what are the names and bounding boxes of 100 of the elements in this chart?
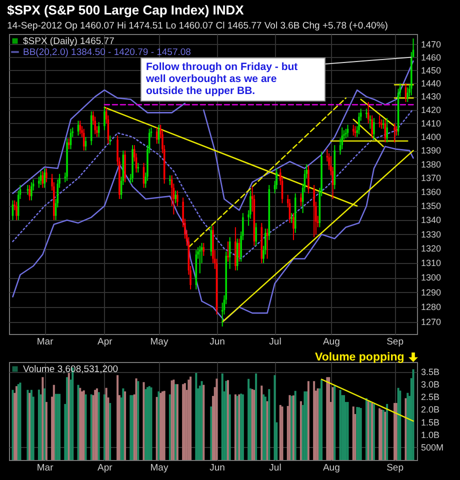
- candlestick: [276, 168, 278, 190]
- candlestick: [82, 128, 85, 152]
- bar: [394, 402, 396, 460]
- bar: [255, 374, 258, 460]
- y-tick-label: 500M: [421, 442, 444, 452]
- y-tick-label: 1400: [421, 132, 442, 142]
- candlestick: [79, 120, 82, 135]
- chart-title: $SPX (S&P 500 Large Cap Index) INDX: [7, 2, 244, 18]
- bar: [190, 376, 192, 460]
- bar: [248, 378, 250, 460]
- bar: [320, 380, 323, 460]
- x-tick-label: Mar: [36, 462, 54, 474]
- bar: [38, 390, 40, 460]
- line-series: [12, 108, 414, 260]
- y-tick-label: 1470: [421, 39, 442, 50]
- y-tick-label: 1280: [421, 302, 442, 312]
- y-tick-label: 1330: [421, 229, 442, 240]
- bar: [360, 408, 362, 460]
- legend-label: $SPX (Daily) 1465.77: [23, 36, 114, 47]
- bar: [399, 390, 402, 460]
- x-tick-label: Apr: [98, 336, 112, 348]
- candlestick: [354, 126, 356, 138]
- bar: [307, 381, 310, 460]
- y-tick-label: 1420: [421, 105, 442, 116]
- candlestick: [26, 184, 29, 196]
- bar: [356, 406, 358, 460]
- bar: [294, 390, 296, 460]
- candlestick: [124, 150, 126, 183]
- candlestick: [352, 124, 354, 136]
- y-tick-label: 1370: [421, 173, 442, 184]
- y-tick-label: 1360: [421, 186, 442, 197]
- candlestick: [169, 174, 171, 186]
- bar: [30, 390, 32, 460]
- bar: [26, 390, 29, 460]
- bar: [103, 394, 106, 460]
- y-tick-label: 1430: [421, 92, 442, 102]
- annotation: Follow through on Friday - but well overbought as we are outside the upper BB.: [145, 61, 298, 97]
- bar: [68, 373, 70, 460]
- bar: [300, 401, 302, 460]
- legend-label: BB(20,2.0) 1384.50 - 1420.79 - 1457.08: [23, 47, 191, 58]
- bar: [28, 392, 31, 460]
- x-tick-label: Sep: [386, 336, 404, 348]
- candlestick: [16, 201, 18, 221]
- bar: [262, 394, 265, 460]
- y-tick-label: 1270: [421, 317, 442, 327]
- y-tick-label: 1390: [421, 146, 442, 156]
- y-tick-label: 1300: [421, 272, 442, 283]
- candlestick: [386, 118, 388, 143]
- chart-subtitle: 14-Sep-2012 Op 1460.07 Hi 1474.51 Lo 1460.07 Cl 1465.77 Vol 3.6B Chg +5.78 (+0.40%): [7, 20, 388, 32]
- bar: [313, 381, 316, 460]
- bar: [96, 388, 98, 460]
- bar: [268, 389, 270, 460]
- bar: [124, 391, 126, 460]
- candlestick: [104, 106, 106, 131]
- bar: [12, 390, 14, 460]
- bar: [260, 386, 263, 460]
- bar: [304, 391, 306, 460]
- x-tick-label: Mar: [36, 336, 54, 348]
- candlestick: [366, 108, 368, 119]
- x-tick-label: Aug: [322, 336, 340, 348]
- y-tick-label: 2.5B: [421, 392, 440, 402]
- y-tick-label: 3.5B: [421, 367, 440, 378]
- y-tick-label: 1440: [421, 78, 442, 88]
- y-tick-label: 3.0B: [421, 380, 440, 390]
- bar: [122, 388, 124, 460]
- bar: [242, 394, 244, 460]
- bar: [216, 378, 218, 460]
- bar: [328, 377, 330, 460]
- candlestick: [308, 165, 310, 194]
- bar: [42, 377, 44, 460]
- candlestick: [210, 225, 212, 256]
- bar: [94, 390, 96, 460]
- bar: [58, 394, 61, 460]
- y-tick-label: 1340: [421, 215, 442, 226]
- bar: [163, 390, 166, 460]
- x-tick-label: Jul: [269, 336, 282, 348]
- y-tick-label: 2.0B: [421, 404, 440, 415]
- candlestick: [137, 162, 140, 174]
- candlestick: [300, 192, 302, 207]
- y-tick-label: 1460: [421, 52, 442, 62]
- bar: [182, 384, 184, 460]
- candlestick: [44, 168, 46, 188]
- candlestick: [30, 182, 32, 201]
- bar: [116, 375, 119, 460]
- candlestick: [358, 112, 360, 135]
- x-tick-label: Jun: [210, 462, 225, 474]
- x-tick-label: Apr: [98, 462, 112, 474]
- bar: [412, 369, 414, 460]
- candlestick: [174, 190, 176, 204]
- bar: [378, 408, 381, 460]
- bar: [326, 377, 328, 460]
- candlestick: [176, 190, 178, 207]
- x-tick-label: Jun: [210, 336, 225, 348]
- candlestick: [371, 114, 373, 139]
- y-tick-label: 1310: [421, 258, 442, 268]
- candlestick: [406, 86, 409, 103]
- bar: [386, 404, 388, 460]
- bar: [168, 394, 171, 460]
- candlestick: [46, 168, 48, 183]
- candlestick: [394, 122, 396, 143]
